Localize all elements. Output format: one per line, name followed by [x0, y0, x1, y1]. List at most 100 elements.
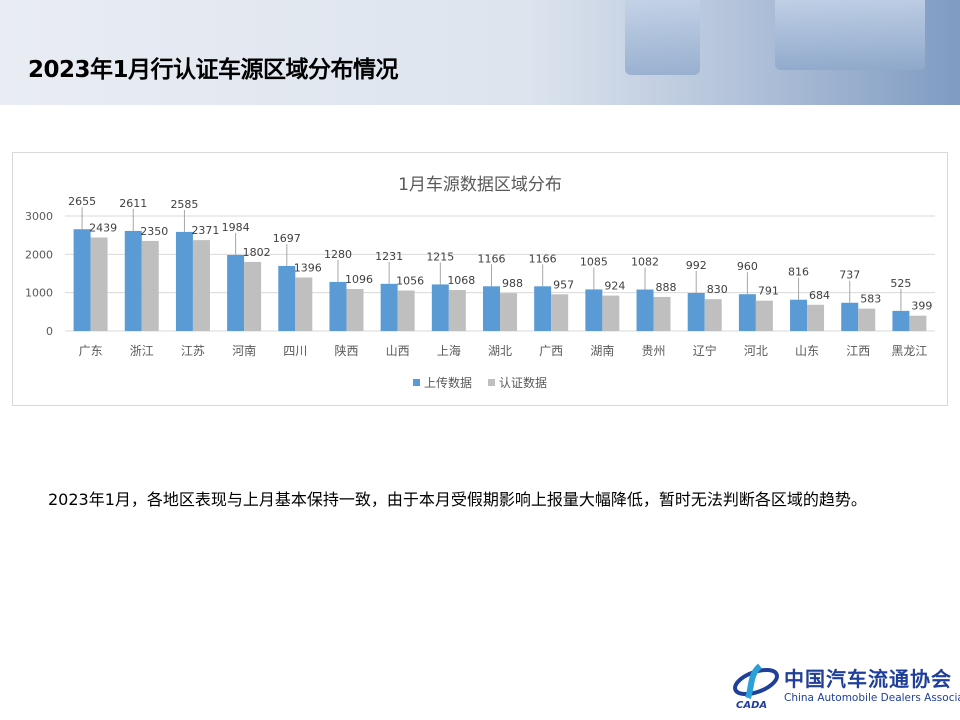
cada-logo-mark: CADA	[733, 663, 779, 711]
bar-上传数据	[790, 299, 808, 331]
bar-上传数据	[175, 231, 193, 331]
bar-上传数据	[380, 283, 398, 331]
x-tick-label: 浙江	[130, 344, 154, 358]
x-tick-label: 上海	[437, 343, 461, 358]
x-tick-label: 贵州	[642, 344, 666, 358]
bar-认证数据	[755, 300, 773, 331]
y-tick-label: 1000	[25, 287, 53, 300]
y-tick-label: 3000	[25, 210, 53, 223]
bar-上传数据	[483, 286, 500, 331]
bar-认证数据	[807, 304, 825, 331]
data-label: 1984	[222, 221, 250, 234]
data-label: 2439	[89, 222, 117, 235]
legend-label: 认证数据	[499, 375, 547, 390]
bar-上传数据	[534, 286, 552, 331]
logo-en-text: China Automobile Dealers Association	[784, 692, 960, 704]
bar-认证数据	[244, 261, 262, 331]
data-label: 684	[809, 289, 830, 302]
slide-body-text: 2023年1月，各地区表现与上月基本保持一致，由于本月受假期影响上报量大幅降低，…	[48, 490, 867, 509]
x-tick-label: 广西	[539, 344, 563, 358]
legend-label: 上传数据	[424, 375, 472, 390]
data-label: 737	[839, 269, 860, 282]
x-tick-label: 黑龙江	[891, 344, 927, 358]
legend-swatch	[413, 379, 420, 386]
logo-cn-text: 中国汽车流通协会	[784, 667, 952, 691]
data-label: 1166	[529, 252, 557, 265]
x-tick-label: 江苏	[181, 344, 205, 358]
bar-认证数据	[295, 277, 313, 331]
chart-container: 1月车源数据区域分布 0 1000 2000 3000 2655 2439 广东 2611 235…	[12, 152, 948, 406]
bar-上传数据	[738, 294, 756, 331]
cada-logo: CADA 中国汽车流通协会 China Automobile Dealers A…	[732, 660, 960, 711]
data-label: 1697	[273, 232, 301, 245]
bar-认证数据	[602, 295, 620, 331]
bar-上传数据	[687, 292, 705, 331]
bar-认证数据	[551, 294, 569, 331]
data-label: 583	[860, 293, 881, 306]
y-tick-label: 2000	[25, 248, 53, 261]
bar-认证数据	[858, 308, 876, 331]
data-label: 924	[604, 280, 625, 293]
x-tick-label: 江西	[846, 344, 870, 358]
svg-text:CADA: CADA	[736, 700, 767, 710]
data-label: 2655	[68, 195, 96, 208]
bar-认证数据	[192, 240, 210, 331]
bar-认证数据	[141, 240, 159, 331]
data-label: 1215	[426, 250, 454, 263]
x-tick-label: 河北	[744, 344, 768, 358]
data-label: 1096	[345, 273, 373, 286]
slide-title: 2023年1月行认证车源区域分布情况	[28, 57, 399, 83]
data-label: 960	[737, 260, 758, 273]
bar-上传数据	[329, 281, 347, 331]
data-label: 1056	[396, 275, 424, 288]
bar-上传数据	[841, 302, 859, 331]
x-tick-label: 湖北	[488, 343, 512, 358]
data-label: 2585	[170, 198, 198, 211]
decorative-cube	[625, 0, 700, 75]
bar-认证数据	[90, 237, 108, 331]
slide-header: 2023年1月行认证车源区域分布情况	[0, 0, 960, 105]
bar-上传数据	[278, 265, 296, 331]
data-label: 992	[686, 259, 707, 272]
bar-上传数据	[892, 310, 910, 331]
data-label: 2371	[191, 224, 219, 237]
bar-上传数据	[73, 229, 91, 331]
bar-认证数据	[397, 290, 415, 331]
x-tick-label: 湖南	[590, 343, 614, 358]
bar-认证数据	[500, 293, 517, 331]
data-label: 1231	[375, 250, 403, 263]
data-label: 1280	[324, 248, 352, 261]
data-label: 957	[553, 278, 574, 291]
legend-swatch	[488, 379, 495, 386]
x-tick-label: 山西	[386, 344, 410, 358]
bar-上传数据	[585, 289, 603, 331]
data-label: 1085	[580, 255, 608, 268]
x-tick-label: 山东	[795, 344, 819, 358]
bar-认证数据	[909, 315, 927, 331]
data-label: 888	[656, 281, 677, 294]
x-tick-label: 广东	[79, 344, 103, 358]
data-label: 1166	[478, 252, 506, 265]
bar-上传数据	[227, 254, 245, 331]
bar-认证数据	[346, 288, 364, 331]
bar-上传数据	[124, 230, 142, 331]
decorative-cube	[775, 0, 925, 70]
bar-认证数据	[653, 296, 671, 331]
bar-认证数据	[448, 290, 466, 331]
data-label: 1802	[243, 246, 271, 259]
x-tick-label: 四川	[283, 344, 307, 358]
data-label: 525	[890, 277, 911, 290]
chart-title: 1月车源数据区域分布	[398, 175, 562, 195]
data-label: 2611	[119, 197, 147, 210]
data-label: 988	[502, 277, 523, 290]
data-label: 1068	[447, 274, 475, 287]
data-label: 1082	[631, 256, 659, 269]
data-label: 1396	[294, 261, 322, 274]
bar-上传数据	[636, 289, 654, 331]
bar-上传数据	[431, 284, 449, 331]
data-label: 830	[707, 283, 728, 296]
x-tick-label: 辽宁	[693, 343, 717, 358]
bar-chart: 1月车源数据区域分布 0 1000 2000 3000 2655 2439 广东 2611 235…	[25, 175, 935, 390]
data-label: 399	[911, 300, 932, 313]
y-tick-label: 0	[46, 325, 53, 338]
